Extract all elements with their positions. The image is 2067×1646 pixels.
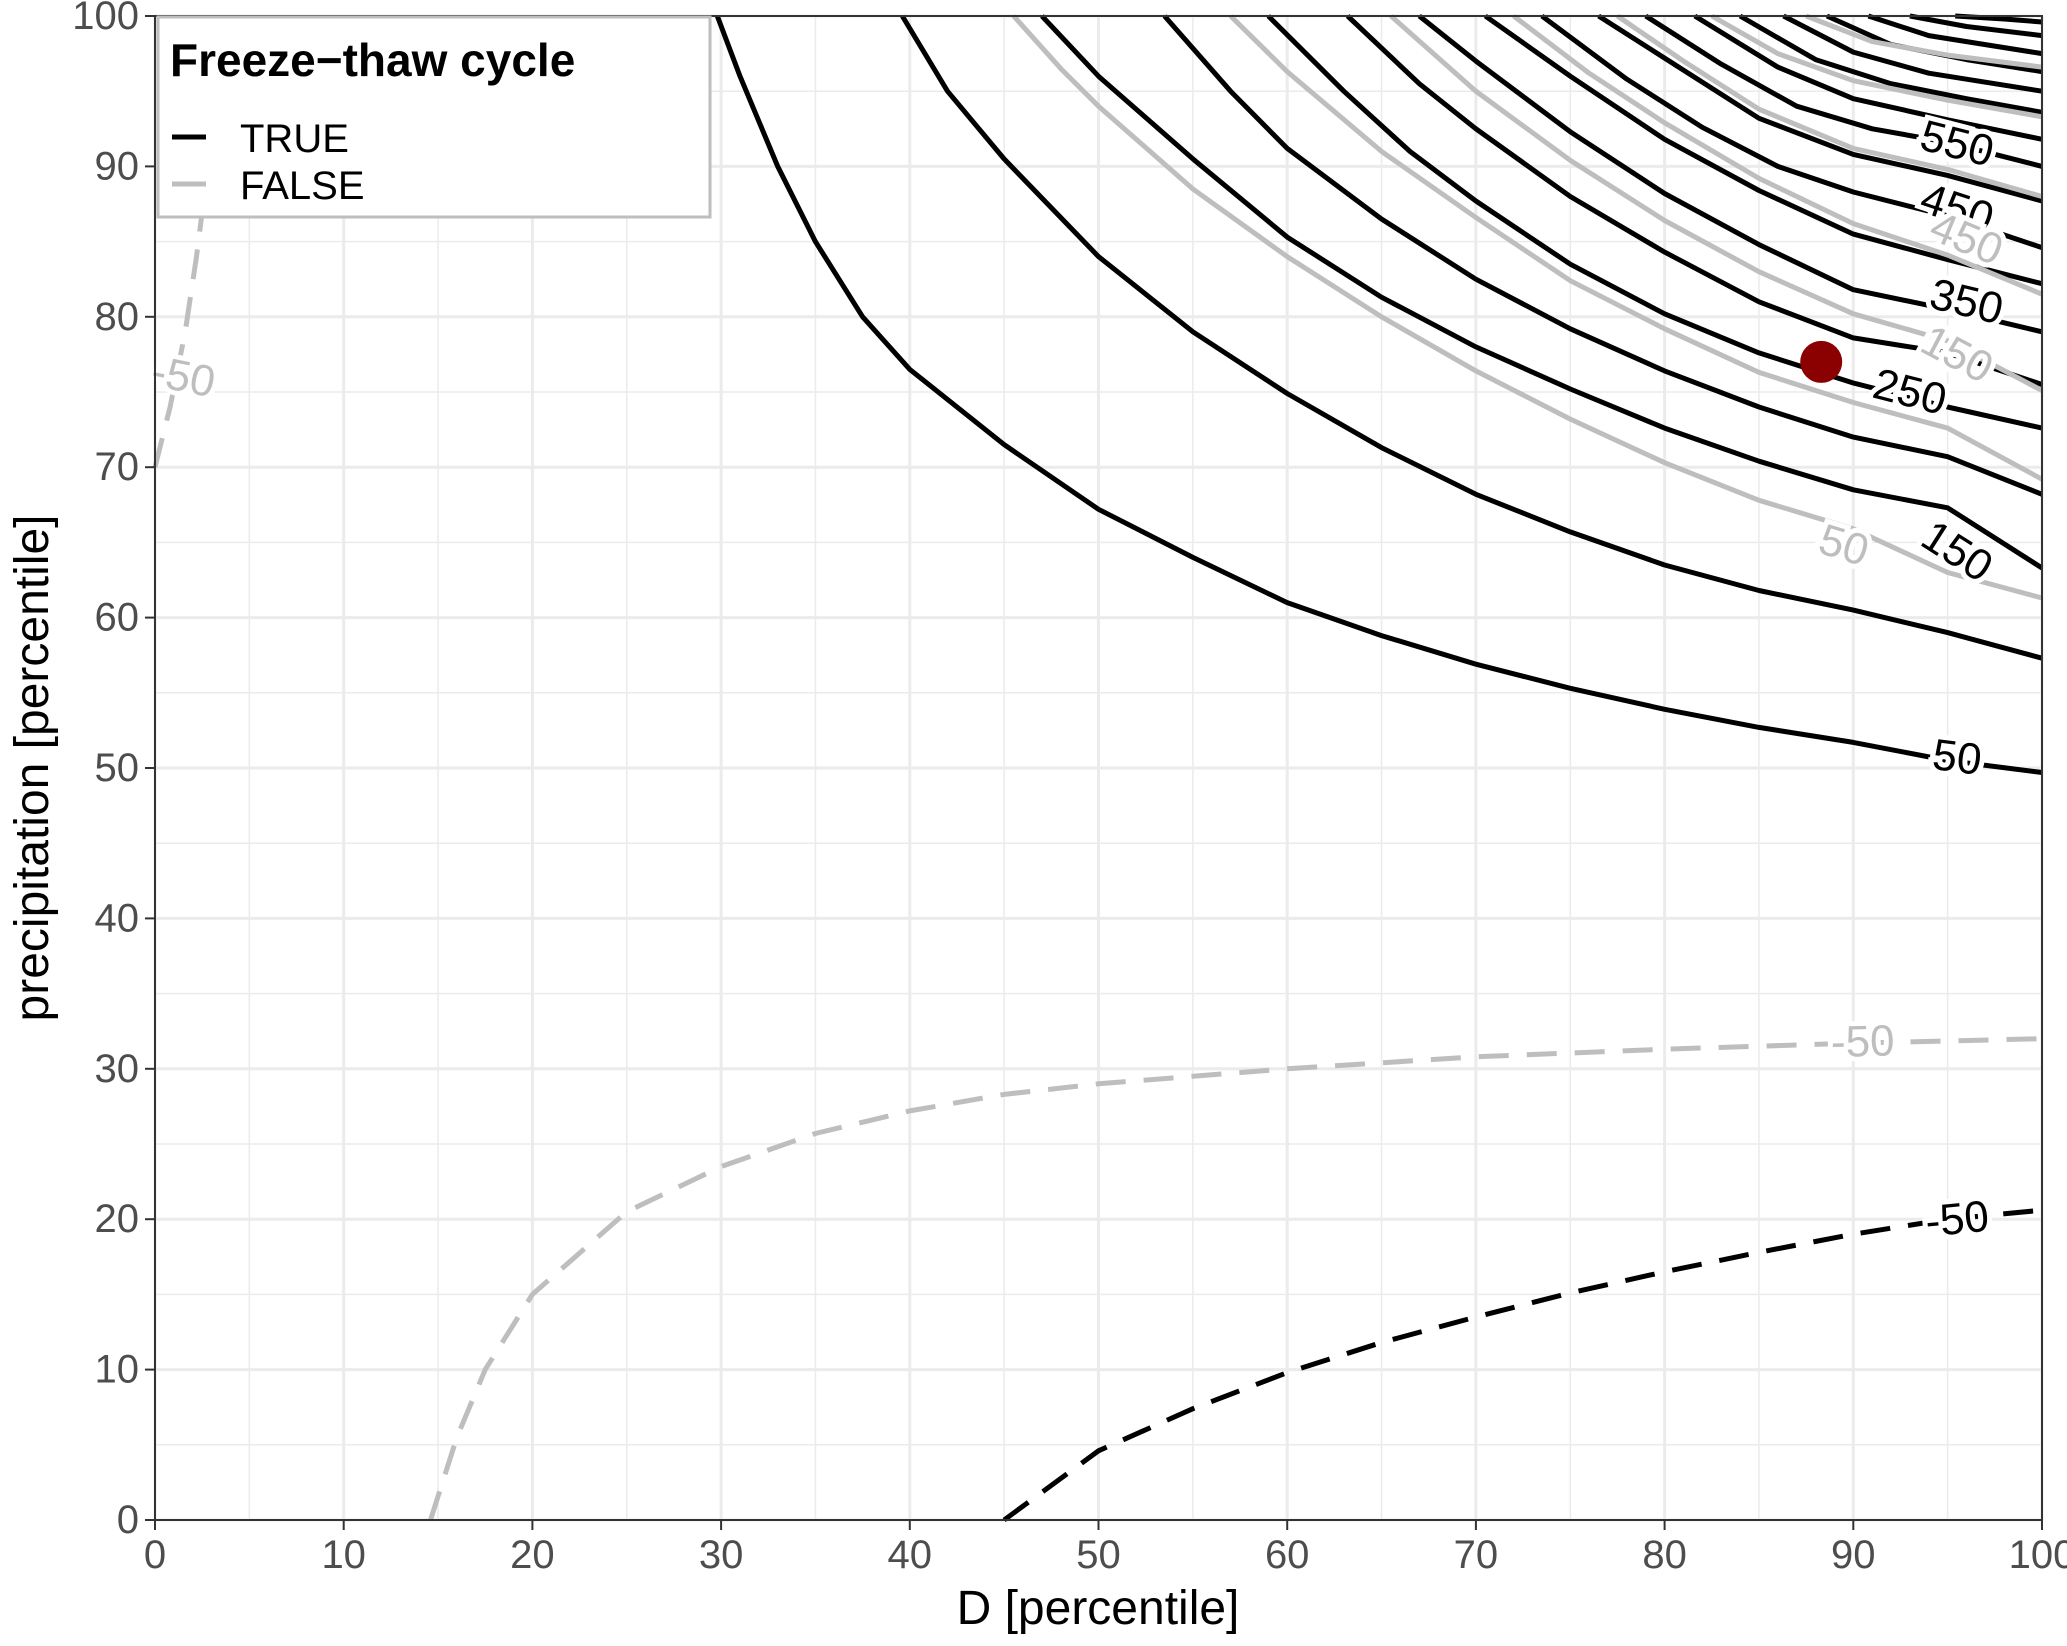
highlight-point (1800, 340, 1843, 383)
x-tick-label: 30 (699, 1533, 744, 1577)
y-tick-label: 80 (95, 295, 140, 339)
x-axis-title: D [percentile] (957, 1582, 1240, 1635)
contour-true-level-750 (1483, 13, 2043, 287)
contour-true-level-1350 (1782, 13, 2043, 94)
contour-true-level-450 (1266, 14, 2043, 431)
contour-false-level-250 (1389, 14, 2044, 393)
data-points (1800, 340, 1843, 383)
x-tick-label: 60 (1265, 1533, 1310, 1577)
contour-true-level--50 (1002, 1207, 2043, 1523)
y-tick-label: 20 (95, 1197, 140, 1241)
legend-label-true: TRUE (240, 117, 349, 161)
contour-false-level-150 (1228, 14, 2044, 482)
x-tick-label: 50 (1076, 1533, 1121, 1577)
contour-false-level-550 (1710, 13, 2043, 120)
legend-title: Freeze−thaw cycle (170, 34, 575, 86)
contour-true-level-250 (1040, 14, 2044, 571)
contour-true-level-1650 (1909, 13, 2043, 39)
grid-lines (153, 14, 2044, 1522)
y-tick-label: 0 (117, 1498, 139, 1542)
legend-box (156, 15, 712, 219)
contour-true-level-150 (900, 14, 2043, 661)
contour-false-level-450 (1615, 13, 2043, 199)
x-tick-label: 80 (1642, 1533, 1687, 1577)
contour-true-level-550 (1345, 14, 2043, 387)
y-tick-label: 50 (95, 746, 140, 790)
y-tick-label: 40 (95, 896, 140, 940)
legend-label-false: FALSE (240, 164, 365, 208)
y-tick-label: 90 (95, 144, 140, 188)
contour-lines (152, 13, 2044, 1523)
x-tick-label: 70 (1454, 1533, 1499, 1577)
y-tick-label: 10 (95, 1348, 140, 1392)
contour-true-level-650 (1417, 14, 2043, 335)
x-tick-label: 0 (144, 1533, 166, 1577)
y-tick-label: 100 (72, 0, 139, 38)
contour-true-level-1250 (1738, 13, 2043, 115)
x-tick-label: 100 (2009, 1533, 2067, 1577)
contour-true-level-50 (714, 15, 2043, 775)
x-tick-label: 20 (510, 1533, 555, 1577)
x-tick-label: 90 (1831, 1533, 1876, 1577)
y-tick-label: 70 (95, 445, 140, 489)
contour-true-level-850 (1540, 13, 2043, 250)
x-tick-label: 40 (888, 1533, 933, 1577)
contour-false-level--50 (428, 1036, 2043, 1521)
contour-label-false: -50 (1830, 1016, 1895, 1067)
contour-true-level-1150 (1693, 13, 2043, 142)
y-tick-label: 60 (95, 596, 140, 640)
y-tick-label: 30 (95, 1047, 140, 1091)
contour-false-level-650 (1805, 13, 2043, 70)
contour-false-level-350 (1512, 14, 2043, 297)
contour-label-true: 50 (1930, 730, 1985, 785)
contour-true-level-950 (1597, 13, 2043, 204)
legend: Freeze−thaw cycle TRUE FALSE (156, 15, 712, 219)
contour-false-level--50 (152, 151, 213, 468)
y-axis-title: precipitation [percentile] (6, 515, 59, 1022)
contour-true-level-1050 (1644, 13, 2043, 169)
contour-true-level-350 (1162, 14, 2043, 497)
axis-ticks: 0 10 20 30 40 50 60 70 80 90 100 0 10 20 30 40 50 60 70 80 9… (72, 0, 2067, 1577)
contour-label-true: -50 (1923, 1192, 1991, 1247)
x-tick-label: 10 (321, 1533, 366, 1577)
contour-true-level-1550 (1867, 13, 2043, 57)
contour-false-level-50 (1011, 14, 2043, 601)
